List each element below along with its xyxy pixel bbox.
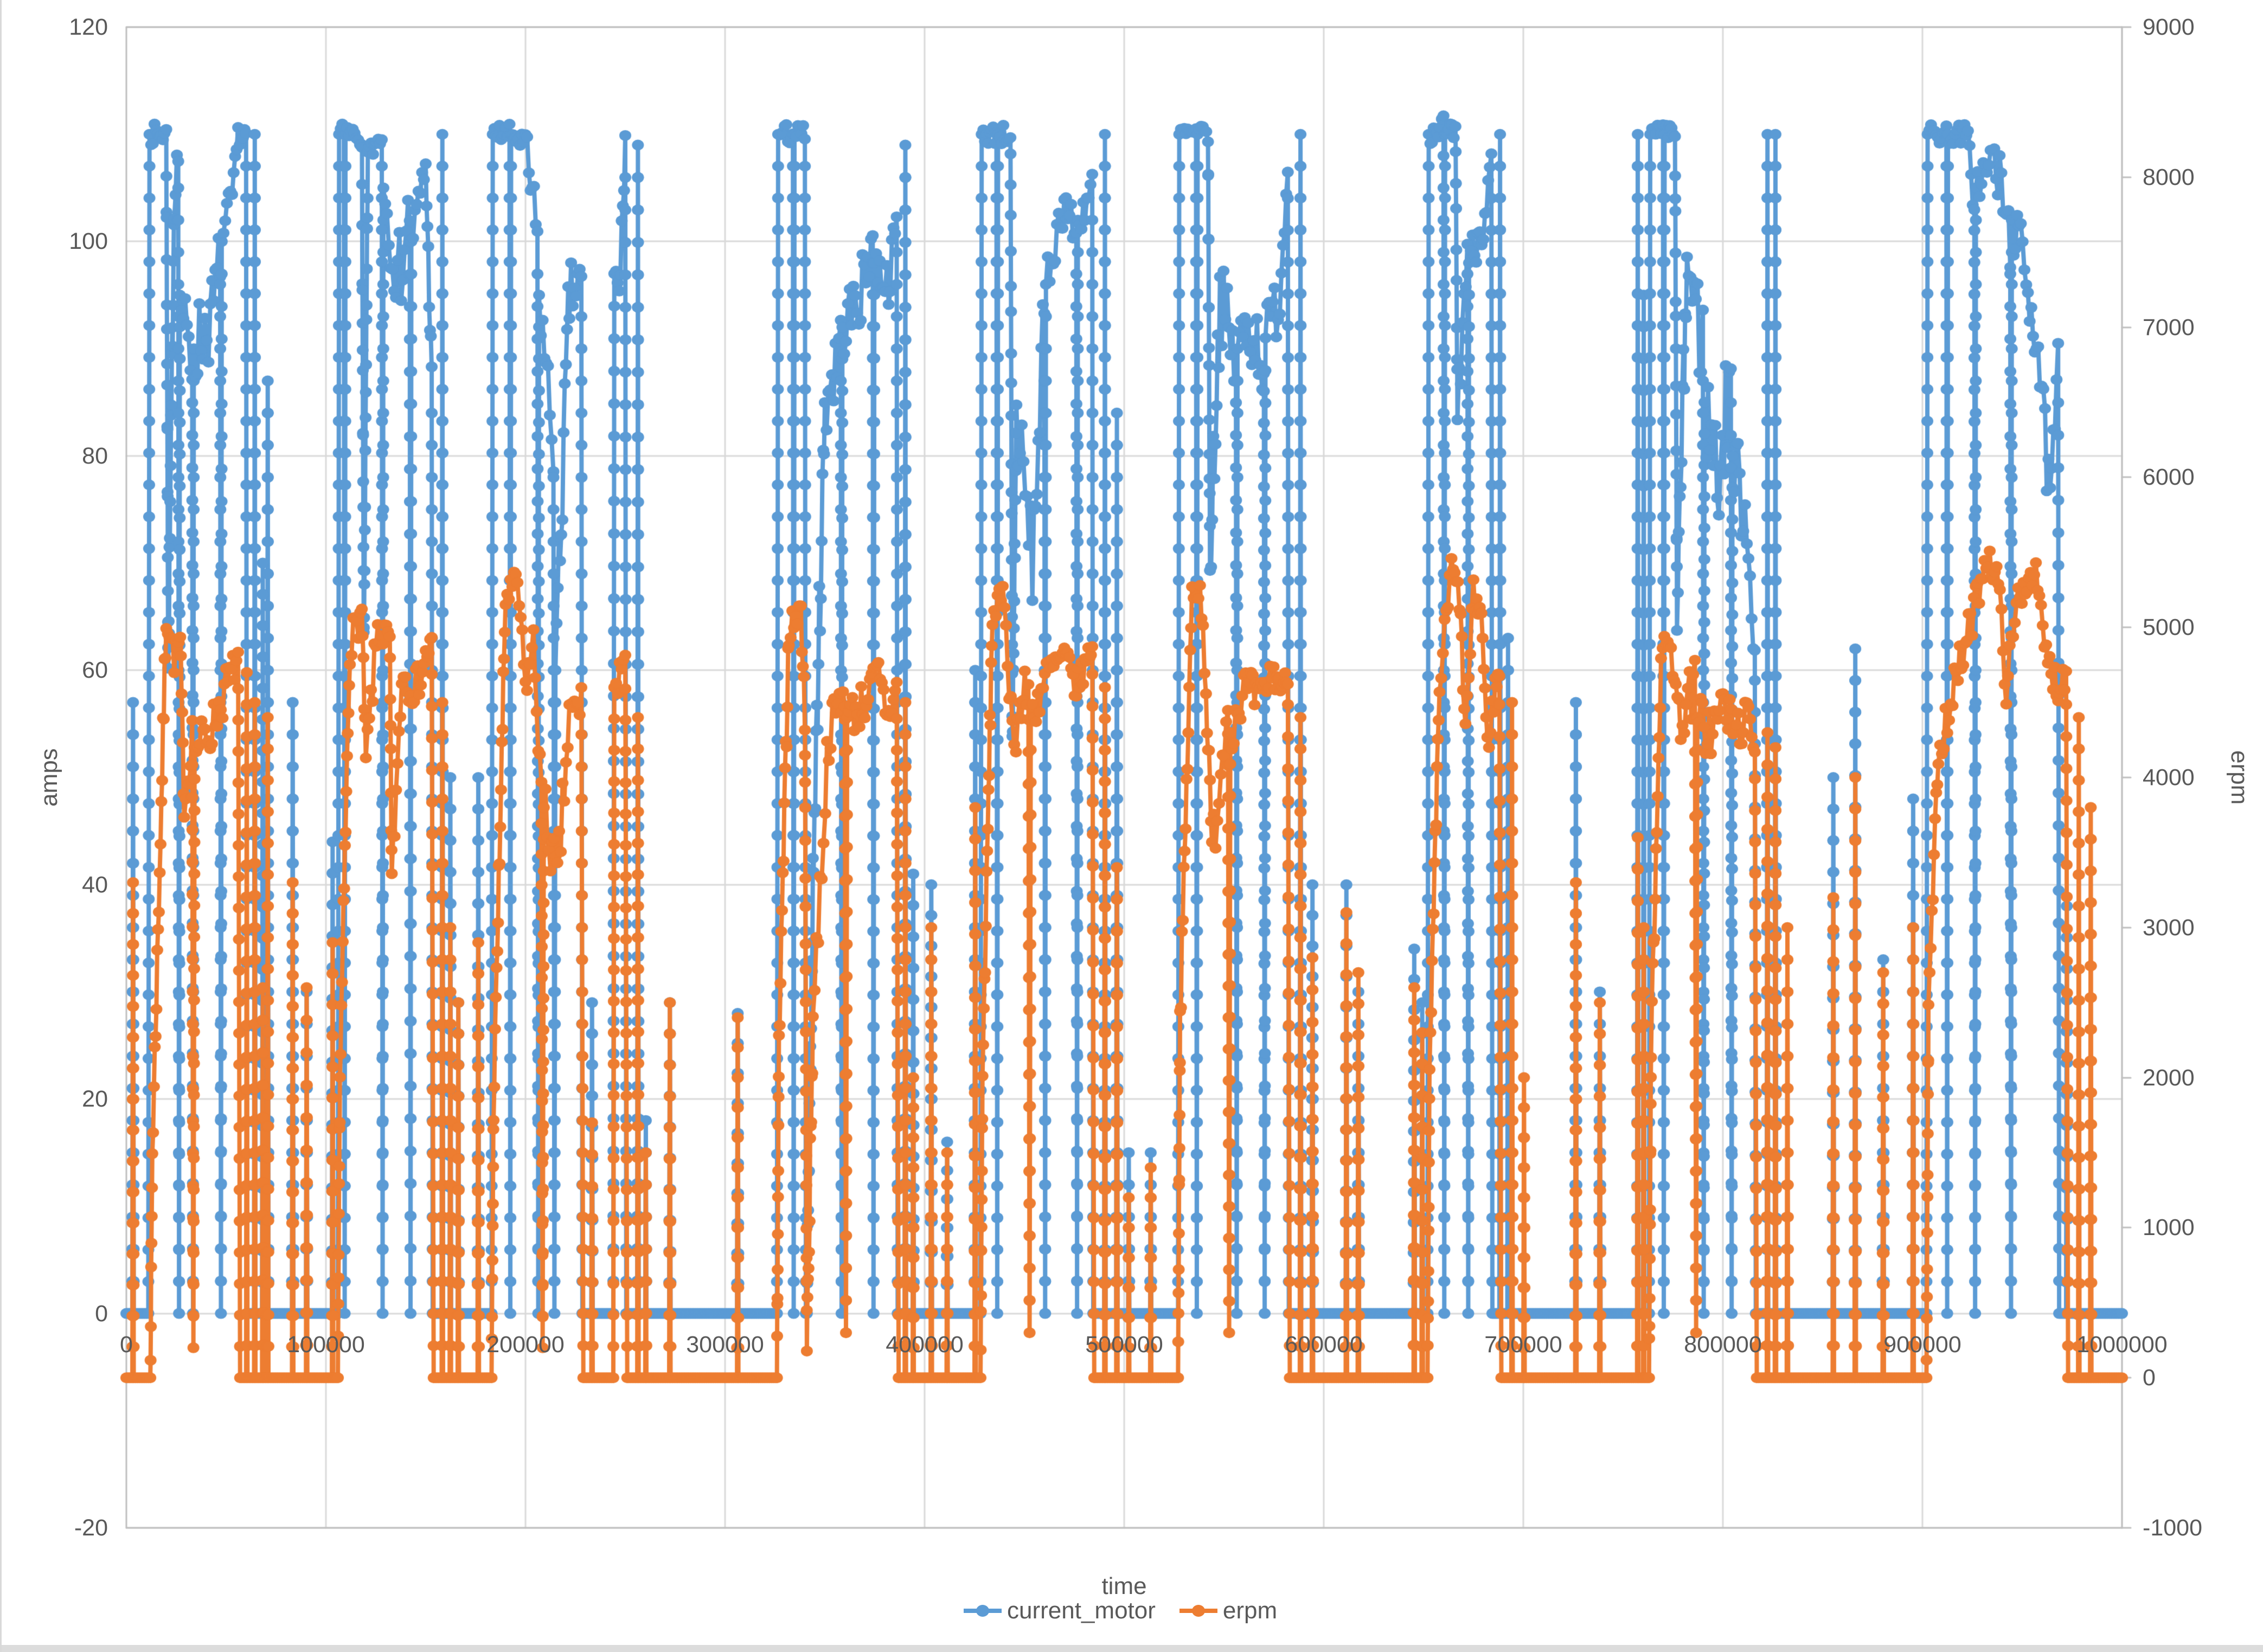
y-right-tick-label: 6000 xyxy=(2143,464,2195,491)
x-tick-label: 200000 xyxy=(486,1332,565,1358)
y-right-tick-label: 1000 xyxy=(2143,1214,2195,1241)
x-tick-label: 500000 xyxy=(1085,1332,1163,1358)
legend-label-erpm: erpm xyxy=(1222,1597,1278,1624)
y-left-tick-label: 0 xyxy=(95,1300,108,1327)
erpm-line-marker-icon xyxy=(1179,1605,1217,1617)
y-right-tick-label: -1000 xyxy=(2143,1515,2202,1541)
y-right-tick-label: 9000 xyxy=(2143,14,2195,40)
x-tick-label: 700000 xyxy=(1484,1332,1562,1358)
chart-legend: current_motor erpm xyxy=(963,1597,1277,1624)
legend-item-erpm[interactable]: erpm xyxy=(1178,1597,1277,1624)
y-right-axis-title: erpm xyxy=(2226,750,2253,805)
y-left-axis-title: amps xyxy=(36,748,62,807)
y-right-tick-label: 3000 xyxy=(2143,914,2195,941)
x-tick-label: 300000 xyxy=(686,1332,764,1358)
window-bottom-edge xyxy=(2,1645,2263,1652)
y-right-tick-label: 2000 xyxy=(2143,1064,2195,1091)
x-tick-label: 400000 xyxy=(886,1332,964,1358)
legend-label-current-motor: current_motor xyxy=(1007,1597,1156,1624)
x-tick-label: 0 xyxy=(120,1332,133,1358)
y-left-tick-label: 20 xyxy=(82,1086,108,1113)
y-right-tick-label: 5000 xyxy=(2143,614,2195,641)
y-right-tick-label: 0 xyxy=(2143,1365,2156,1391)
y-left-tick-label: 80 xyxy=(82,442,108,469)
x-tick-label: 100000 xyxy=(287,1332,365,1358)
x-tick-label: 900000 xyxy=(1883,1332,1961,1358)
x-tick-label: 600000 xyxy=(1285,1332,1363,1358)
x-axis-title: time xyxy=(1101,1573,1147,1599)
y-right-tick-label: 8000 xyxy=(2143,164,2195,190)
y-left-tick-label: -20 xyxy=(74,1515,108,1541)
legend-item-current-motor[interactable]: current_motor xyxy=(963,1597,1156,1624)
y-left-tick-label: 120 xyxy=(69,14,108,40)
y-right-tick-label: 4000 xyxy=(2143,764,2195,790)
y-left-tick-label: 40 xyxy=(82,871,108,898)
y-left-tick-label: 100 xyxy=(69,228,108,255)
current-motor-line-marker-icon xyxy=(964,1605,1002,1617)
y-left-tick-label: 60 xyxy=(82,657,108,684)
x-tick-label: 800000 xyxy=(1684,1332,1762,1358)
y-right-tick-label: 7000 xyxy=(2143,314,2195,340)
x-tick-label: 1000000 xyxy=(2076,1332,2168,1358)
